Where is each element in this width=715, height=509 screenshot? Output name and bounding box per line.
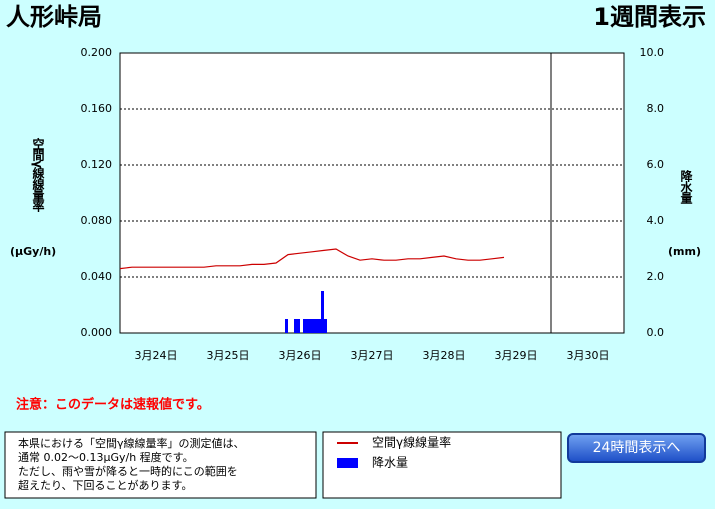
mode-title: 1週間表示 (593, 3, 706, 31)
rain-bar (306, 319, 309, 333)
dose-line (119, 248, 505, 270)
legend-swatch (337, 458, 358, 468)
y-tick-label: 0.120 (81, 158, 113, 171)
x-tick-label: 3月25日 (207, 349, 250, 362)
legend-box (322, 431, 562, 499)
note-box (4, 431, 317, 499)
note: 本県における「空間γ線線量率」の測定値は、 通常 0.02～0.13μGy/h 程… (18, 437, 245, 493)
note-line: ただし、雨や雪が降ると一時的にこの範囲を (18, 465, 238, 478)
y-tick-label: 0.080 (81, 214, 113, 227)
rain-bar (321, 291, 324, 333)
note-line: 通常 0.02～0.13μGy/h 程度です。 (18, 451, 194, 464)
station-title: 人形峠局 (6, 3, 102, 31)
rain-bar (294, 319, 297, 333)
rain-bar (297, 319, 300, 333)
y2-tick-label: 0.0 (647, 326, 665, 339)
rain-bar (318, 319, 321, 333)
note-line: 超えたり、下回ることがあります。 (18, 479, 193, 492)
y2-tick-label: 6.0 (647, 158, 665, 171)
y-label: 空間γ線線量率 (31, 138, 45, 212)
y2-tick-label: 2.0 (647, 270, 665, 283)
rain-bar (303, 319, 306, 333)
x-tick-label: 3月26日 (279, 349, 322, 362)
note-line: 本県における「空間γ線線量率」の測定値は、 (18, 437, 245, 450)
notice: 注意：このデータは速報値です。 (16, 397, 210, 413)
y-tick-label: 0.000 (81, 326, 113, 339)
rain-bar (315, 319, 318, 333)
y2-label: 降水量 (679, 170, 693, 203)
y2-tick-label: 4.0 (647, 214, 665, 227)
rain-bar (312, 319, 315, 333)
rain-bar (285, 319, 288, 333)
switch-24h-button[interactable]: 24時間表示へ (567, 433, 706, 463)
y2-unit: (mm) (668, 245, 701, 258)
y-tick-label: 0.200 (81, 46, 113, 59)
rain-bar (324, 319, 327, 333)
x-tick-label: 3月27日 (351, 349, 394, 362)
y-tick-label: 0.040 (81, 270, 113, 283)
x-tick-label: 3月30日 (567, 349, 610, 362)
plot-area (119, 52, 625, 334)
x-tick-label: 3月29日 (495, 349, 538, 362)
rain-bar (309, 319, 312, 333)
y-unit: (μGy/h) (10, 245, 57, 258)
x-tick-label: 3月28日 (423, 349, 466, 362)
y2-tick-label: 10.0 (640, 46, 665, 59)
x-tick-label: 3月24日 (135, 349, 178, 362)
y2-tick-label: 8.0 (647, 102, 665, 115)
legend-label: 降水量 (372, 456, 408, 470)
y-tick-label: 0.160 (81, 102, 113, 115)
legend-label: 空間γ線線量率 (372, 435, 451, 450)
